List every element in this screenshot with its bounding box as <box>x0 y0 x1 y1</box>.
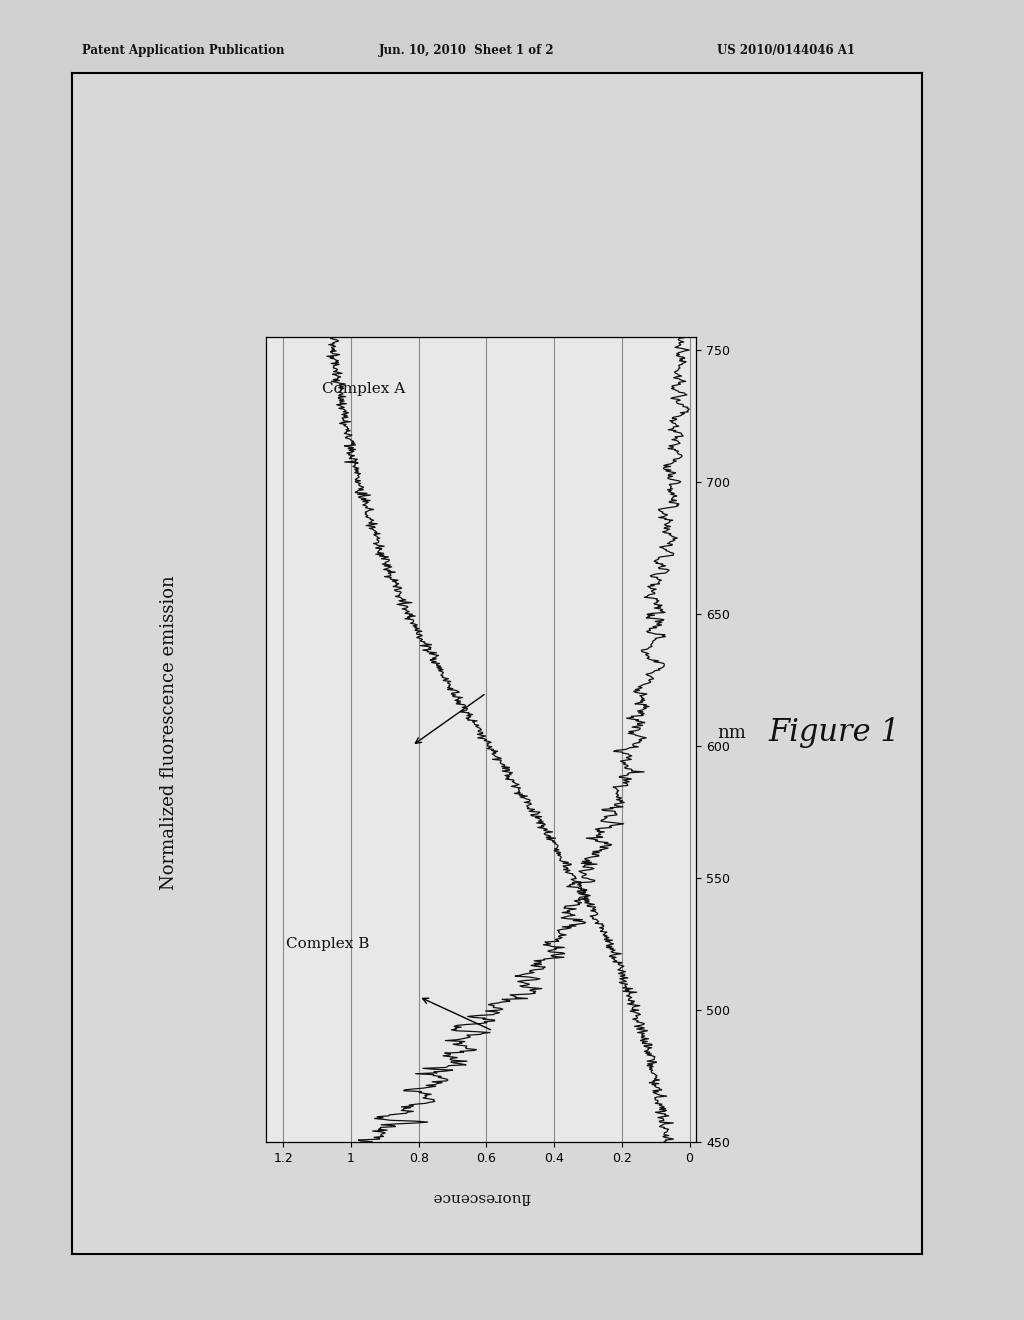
Text: Jun. 10, 2010  Sheet 1 of 2: Jun. 10, 2010 Sheet 1 of 2 <box>379 44 555 57</box>
Text: US 2010/0144046 A1: US 2010/0144046 A1 <box>717 44 855 57</box>
Text: Patent Application Publication: Patent Application Publication <box>82 44 285 57</box>
Text: Complex A: Complex A <box>322 383 406 396</box>
Text: nm: nm <box>718 723 746 742</box>
Text: Normalized fluorescence emission: Normalized fluorescence emission <box>160 576 178 890</box>
Text: fluorescence: fluorescence <box>432 1191 530 1204</box>
Text: Complex B: Complex B <box>286 937 370 950</box>
Text: Figure 1: Figure 1 <box>769 717 900 748</box>
